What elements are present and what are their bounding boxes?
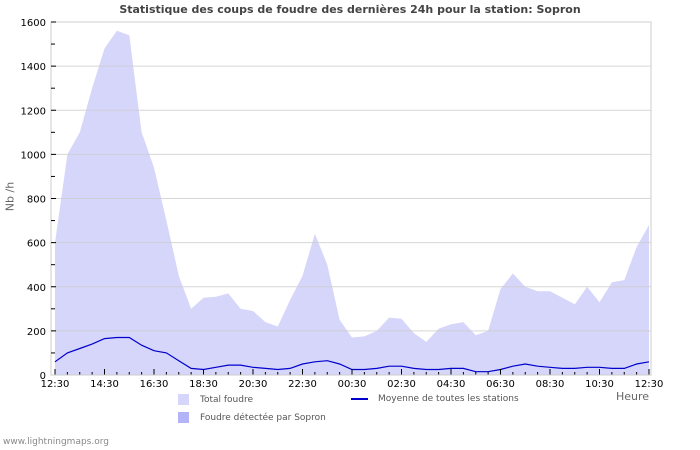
svg-text:08:30: 08:30 — [536, 379, 565, 390]
svg-text:00:30: 00:30 — [338, 379, 367, 390]
svg-text:600: 600 — [27, 239, 46, 250]
legend-item-total: Total foudre — [178, 394, 253, 405]
svg-text:12:30: 12:30 — [635, 379, 664, 390]
svg-text:04:30: 04:30 — [437, 379, 466, 390]
legend-swatch-detected — [178, 412, 189, 423]
legend-item-detected: Foudre détectée par Sopron — [178, 412, 326, 423]
svg-text:18:30: 18:30 — [189, 379, 218, 390]
svg-text:10:30: 10:30 — [585, 379, 614, 390]
svg-text:14:30: 14:30 — [90, 379, 119, 390]
chart-title: Statistique des coups de foudre des dern… — [119, 3, 581, 16]
svg-text:02:30: 02:30 — [387, 379, 416, 390]
svg-text:20:30: 20:30 — [239, 379, 268, 390]
svg-text:16:30: 16:30 — [140, 379, 169, 390]
legend-swatch-total — [178, 394, 189, 405]
svg-text:1200: 1200 — [21, 106, 46, 117]
legend-item-average: Moyenne de toutes les stations — [351, 394, 519, 404]
y-axis-label: Nb /h — [3, 181, 17, 212]
svg-text:200: 200 — [27, 327, 46, 338]
legend-line-average — [351, 397, 368, 400]
svg-text:12:30: 12:30 — [41, 379, 70, 390]
svg-text:22:30: 22:30 — [288, 379, 317, 390]
svg-text:800: 800 — [27, 195, 46, 206]
svg-text:400: 400 — [27, 283, 46, 294]
x-axis-label: Heure — [616, 390, 650, 403]
svg-text:1000: 1000 — [21, 150, 46, 161]
svg-text:06:30: 06:30 — [486, 379, 515, 390]
svg-text:0: 0 — [40, 371, 46, 382]
footer-link[interactable]: www.lightningmaps.org — [3, 437, 109, 447]
svg-text:1600: 1600 — [21, 18, 46, 29]
svg-text:1400: 1400 — [21, 62, 46, 73]
